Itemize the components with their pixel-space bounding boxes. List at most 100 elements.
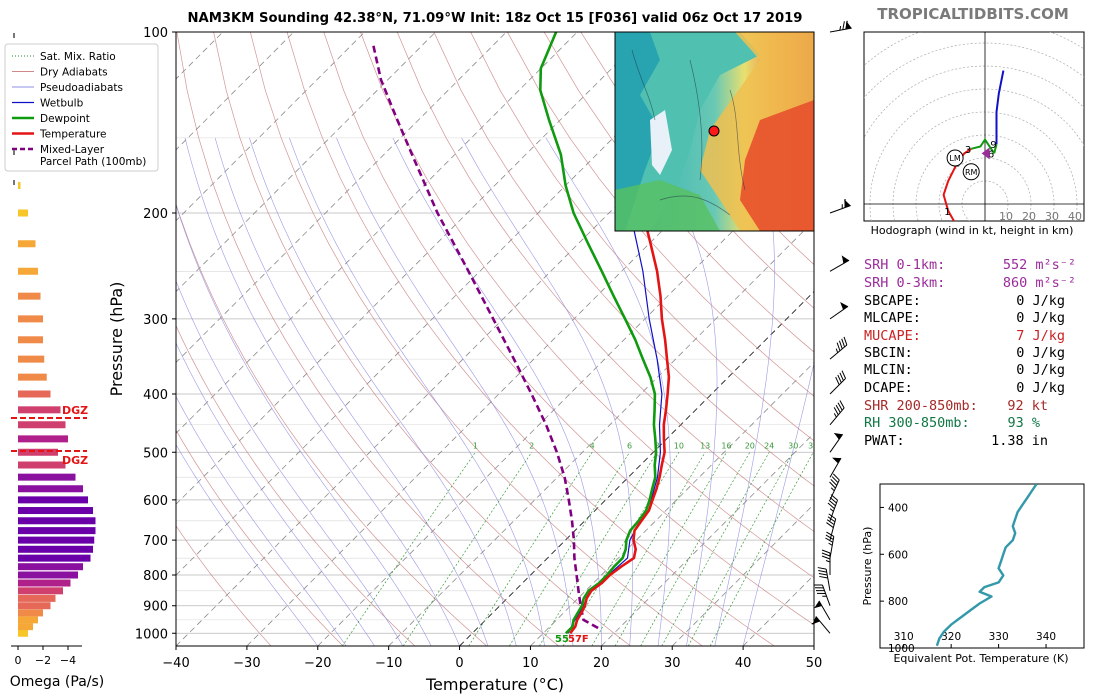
pressure-tick-label: 700: [143, 534, 168, 549]
wind-barb-full: [838, 340, 843, 349]
wind-barb-full: [813, 584, 823, 586]
theta-y-tick-label: 600: [888, 549, 908, 561]
mixing-ratio-line: [402, 452, 532, 646]
theta-e-panel: 310 320 330 340 400 600 800 1000 Pressure (hPa)…: [861, 483, 1085, 665]
wind-barb-full: [831, 476, 839, 484]
wind-barb-staff: [829, 518, 837, 541]
wind-barb-full: [826, 531, 835, 537]
pressure-tick-label: 800: [143, 569, 168, 584]
hodograph-ring-label: 40: [1068, 210, 1082, 223]
omega-bar: [18, 209, 28, 217]
wind-barb-full: [843, 336, 848, 346]
isotherm-line: [601, 432, 814, 646]
wind-barb-half: [828, 542, 833, 546]
omega-panel: DGZ DGZ 0 −2 −4 Omega (Pa/s): [10, 33, 104, 690]
mixing-ratio-line: [538, 452, 658, 646]
mucape-label: MUCAPE:: [864, 328, 921, 344]
isotherm-line: [176, 32, 365, 222]
parameter-table: SRH 0-1km: 552 m²s⁻² SRH 0-3km: 860 m²s⁻…: [864, 257, 1076, 449]
omega-bar: [18, 609, 43, 617]
legend: Sat. Mix. Ratio Dry Adiabats Pseudoadiabat…: [4, 43, 159, 172]
pwat-value: 1.38 in: [991, 433, 1048, 449]
mixing-ratio-line: [468, 452, 593, 646]
storm-motion-marker: [946, 149, 964, 167]
wind-barb-full: [818, 570, 827, 573]
dry-adiabat: [470, 32, 814, 442]
mixing-ratio-label: 16: [721, 441, 731, 450]
dry-adiabat: [543, 32, 814, 353]
svg-text:0 J/kg: 0 J/kg: [1016, 345, 1065, 361]
wind-barb-half: [842, 259, 845, 264]
omega-bar: [18, 181, 21, 189]
brand-watermark: TROPICALTIDBITS.COM: [877, 5, 1069, 23]
wind-barb-full: [841, 338, 846, 348]
legend-label: Dry Adiabats: [40, 67, 108, 79]
pressure-tick-label: 300: [143, 313, 168, 328]
theta-e-trace: [935, 484, 1038, 647]
dry-adiabat: [580, 32, 814, 309]
wind-barb: [829, 370, 847, 395]
dry-adiabat: [360, 32, 814, 579]
svg-text:SRH 0-3km:: SRH 0-3km:: [864, 275, 945, 291]
wind-barb-full: [818, 572, 828, 576]
omega-bar: [18, 485, 83, 493]
mlcape-value: 0 J/kg: [1016, 310, 1065, 326]
mlcape-label: MLCAPE:: [864, 310, 921, 326]
wind-barb-staff: [825, 569, 831, 591]
pressure-tick-label: 200: [143, 207, 168, 222]
parcel-path-trace: [371, 44, 599, 630]
svg-text:DCAPE:: DCAPE:: [864, 380, 913, 396]
hodograph-height-label: 6: [988, 149, 994, 160]
omega-bar: [18, 545, 93, 553]
mixing-ratio-label: 30: [788, 441, 798, 450]
pseudoadiabat: [176, 280, 404, 646]
theta-x-tick-label: 340: [1036, 631, 1056, 643]
svg-text:PWAT:: PWAT:: [864, 433, 905, 449]
skewt-xlabel: Temperature (°C): [425, 675, 564, 694]
hodograph-height-label: 9: [990, 140, 996, 151]
pseudoadiabat: [461, 137, 633, 646]
mixing-ratio-label: 4: [590, 441, 595, 450]
mixing-ratio-label: 10: [674, 441, 684, 450]
shr-label: SHR 200-850mb:: [864, 398, 978, 414]
wind-barb: [829, 198, 851, 214]
temperature-tick-label: −20: [304, 656, 331, 671]
wind-barb-half: [829, 508, 834, 512]
dry-adiabat: [176, 525, 272, 646]
wind-barb: [814, 600, 831, 621]
wind-barb-staff: [829, 479, 840, 501]
omega-bar: [18, 373, 47, 381]
omega-bar: [18, 473, 76, 481]
mixing-ratio-label: 2: [529, 441, 534, 450]
mixing-ratio-label: 24: [764, 441, 774, 450]
omega-bar: [18, 355, 45, 363]
temperature-tick-label: −10: [375, 656, 402, 671]
pwat-label: PWAT:: [864, 433, 905, 449]
mixing-ratio-label: 36: [808, 441, 818, 450]
wind-barb: [829, 336, 848, 360]
wind-barb: [829, 302, 849, 320]
rh-label: RH 300-850mb:: [864, 415, 970, 431]
theta-ylabel: Pressure (hPa): [861, 527, 874, 606]
temperature-tick-label: 0: [455, 656, 463, 671]
pseudoadiabat: [176, 203, 432, 646]
wind-barb-flag: [840, 302, 849, 310]
svg-text:552 m²s⁻²: 552 m²s⁻²: [1003, 257, 1076, 273]
svg-text:SBCIN:: SBCIN:: [864, 345, 913, 361]
wind-barb-staff: [829, 378, 846, 395]
omega-bar: [18, 390, 51, 398]
wind-barb-flag: [833, 432, 843, 440]
pseudoadiabat: [336, 137, 574, 646]
isotherm-line: [671, 503, 814, 646]
pseudoadiabat: [184, 137, 460, 646]
mixing-ratio-line: [591, 452, 706, 646]
sbcin-value: 0 J/kg: [1016, 345, 1065, 361]
wind-barb: [829, 457, 842, 478]
omega-bar: [18, 616, 38, 624]
omega-bar: [18, 267, 38, 275]
svg-text:93 %: 93 %: [1007, 415, 1040, 431]
dcape-label: DCAPE:: [864, 380, 913, 396]
svg-text:SHR 200-850mb:: SHR 200-850mb:: [864, 398, 978, 414]
hodograph-trace: [993, 143, 998, 154]
